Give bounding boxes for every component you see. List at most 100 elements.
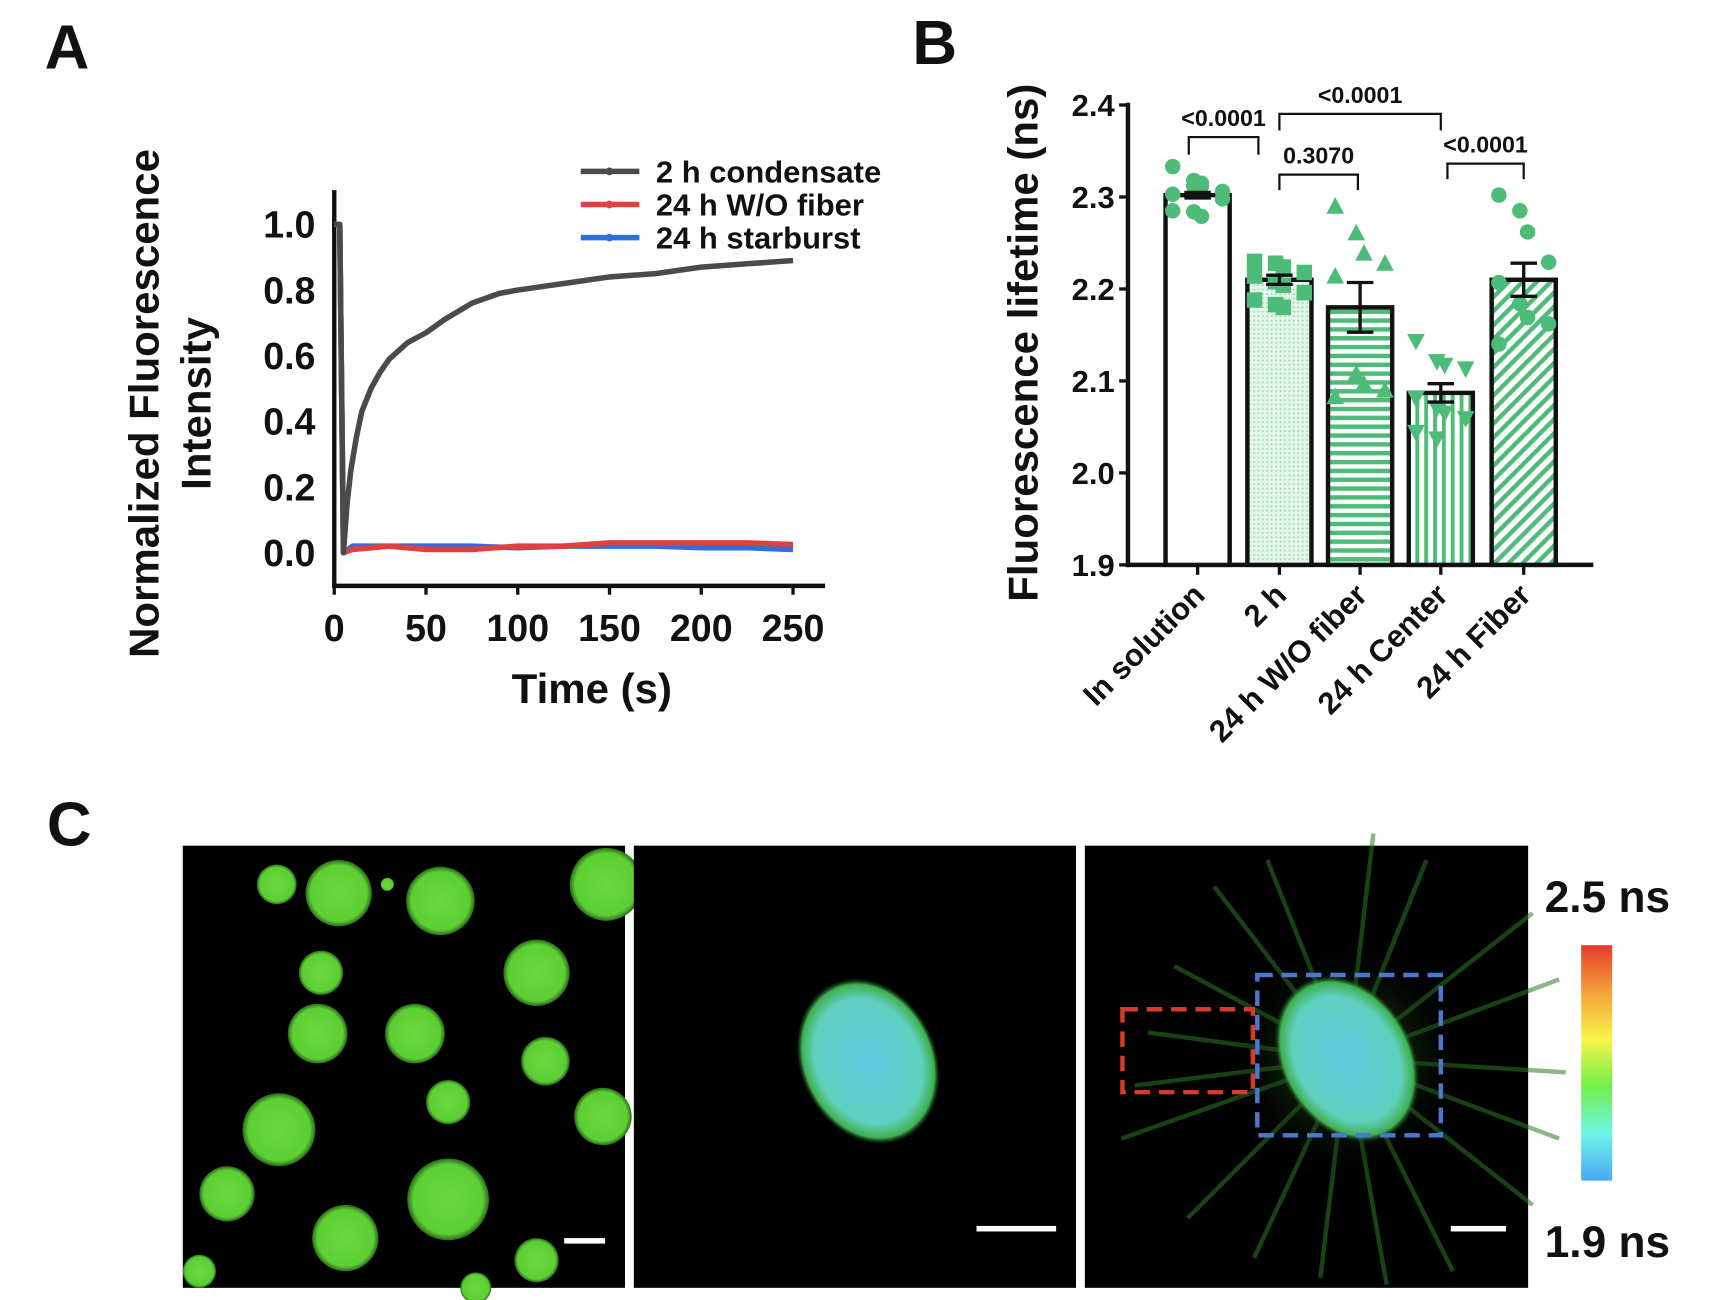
data-point: [1355, 374, 1373, 392]
y-tick-label: 1.9: [1072, 548, 1115, 583]
colorbar-max-label: 2.5 ns: [1545, 873, 1670, 922]
scale-bar: [1450, 1225, 1507, 1232]
panel-label-b: B: [912, 9, 957, 78]
y-tick-label: 0.8: [263, 269, 315, 311]
y-tick-label: 2.4: [1072, 88, 1116, 123]
data-point: [1193, 208, 1210, 225]
data-point: [1376, 254, 1394, 271]
x-tick-label: 2 h: [1237, 577, 1293, 633]
data-point: [1347, 223, 1366, 241]
scale-bar: [976, 1225, 1057, 1232]
data-point: [1456, 411, 1475, 428]
image-24h-starburst: [1084, 833, 1566, 1288]
y-tick-label: 2.0: [1072, 456, 1115, 491]
chart-b-lifetime: Fluorescence lifetime (ns) 1.9 2.0 2.1 2.2 2…: [999, 82, 1594, 749]
data-point: [1519, 309, 1536, 326]
significance-bracket: [1187, 135, 1260, 155]
condensate-droplet: [298, 950, 344, 995]
condensate-droplet: [574, 1087, 632, 1146]
series-line-2-h-condensate: [334, 221, 794, 556]
data-point: [1428, 431, 1446, 448]
significance-bracket: [1446, 162, 1525, 180]
condensate-droplet: [242, 1093, 316, 1167]
data-point: [1512, 295, 1528, 312]
data-point: [1326, 387, 1345, 405]
p-value-label: <0.0001: [1443, 132, 1528, 158]
condensate-droplet: [521, 1036, 570, 1086]
x-tick-label: 0: [324, 607, 345, 649]
x-tick-label: In solution: [1076, 577, 1211, 712]
data-point: [1519, 224, 1536, 240]
x-tick-label: 150: [578, 607, 641, 649]
data-point: [1428, 400, 1446, 418]
x-tick-label: 50: [405, 607, 447, 649]
condensate-droplet: [426, 1080, 471, 1125]
image-2h-condensates: [182, 845, 643, 1300]
significance-bracket: [1278, 173, 1360, 191]
data-point: [1296, 284, 1313, 301]
condensate-droplet: [287, 1003, 348, 1064]
condensate-droplet: [407, 1158, 490, 1241]
colorbar-gradient: [1581, 945, 1613, 1181]
y-tick-label: 0.2: [263, 466, 315, 508]
p-value-label: 0.3070: [1283, 143, 1354, 169]
data-point: [1164, 203, 1181, 219]
data-point: [1214, 191, 1231, 207]
data-point: [1435, 357, 1454, 375]
microscopy-images: 2.5 ns 1.9 ns: [182, 833, 1670, 1300]
data-point: [1407, 390, 1425, 408]
data-point: [1164, 158, 1181, 175]
data-point: [1491, 336, 1507, 352]
colorbar-min-label: 1.9 ns: [1545, 1218, 1670, 1267]
data-point: [1540, 316, 1557, 332]
legend-label: 2 h condensate: [656, 154, 881, 189]
legend-marker: [605, 167, 614, 176]
data-point: [1246, 268, 1263, 284]
data-point: [1193, 175, 1210, 191]
data-point: [1164, 186, 1181, 202]
data-point: [1326, 197, 1345, 214]
y-tick-label: 2.3: [1072, 180, 1115, 215]
bar: [1163, 192, 1232, 568]
data-point: [1491, 187, 1507, 203]
image-24h-without-fiber: [633, 845, 1077, 1288]
y-axis-label: Fluorescence lifetime (ns): [999, 84, 1046, 602]
data-point: [1540, 254, 1557, 271]
data-point: [1275, 299, 1292, 316]
significance-bracket: [1278, 112, 1442, 131]
legend-marker: [605, 200, 614, 209]
data-point: [1326, 267, 1345, 284]
data-point: [1512, 203, 1528, 219]
y-tick-label: 2.2: [1072, 272, 1115, 307]
condensate-droplet: [503, 939, 570, 1006]
series-line-24-h-w-o-fiber: [334, 221, 794, 556]
data-point: [1491, 274, 1507, 291]
data-point: [1407, 333, 1425, 351]
data-point: [1435, 405, 1454, 423]
data-point: [1407, 424, 1425, 442]
chart-a-recovery: Normalized Fluorescence Intensity Time (…: [120, 149, 881, 712]
condensate-droplet: [182, 1254, 216, 1288]
condensate-droplet: [305, 860, 372, 927]
bar: [1325, 305, 1395, 568]
panel-label-a: A: [45, 14, 90, 83]
data-point: [1376, 381, 1394, 398]
legend-marker: [605, 233, 614, 242]
y-tick-label: 2.1: [1072, 364, 1115, 399]
legend-label: 24 h starburst: [656, 221, 861, 256]
condensate-droplet: [385, 1003, 445, 1064]
y-tick-label: 0.0: [263, 532, 315, 574]
scale-bar: [564, 1238, 606, 1244]
data-point: [1246, 292, 1263, 308]
data-point: [1246, 253, 1263, 270]
bar: [1245, 277, 1314, 568]
data-point: [1296, 264, 1313, 281]
data-point: [1456, 361, 1475, 379]
condensate-droplet: [312, 1204, 379, 1272]
y-tick-label: 1.0: [263, 204, 315, 246]
series-line-24-h-starburst: [334, 221, 794, 556]
x-axis-label: Time (s): [512, 665, 672, 712]
p-value-label: <0.0001: [1181, 105, 1266, 131]
x-tick-label: 250: [762, 607, 825, 649]
